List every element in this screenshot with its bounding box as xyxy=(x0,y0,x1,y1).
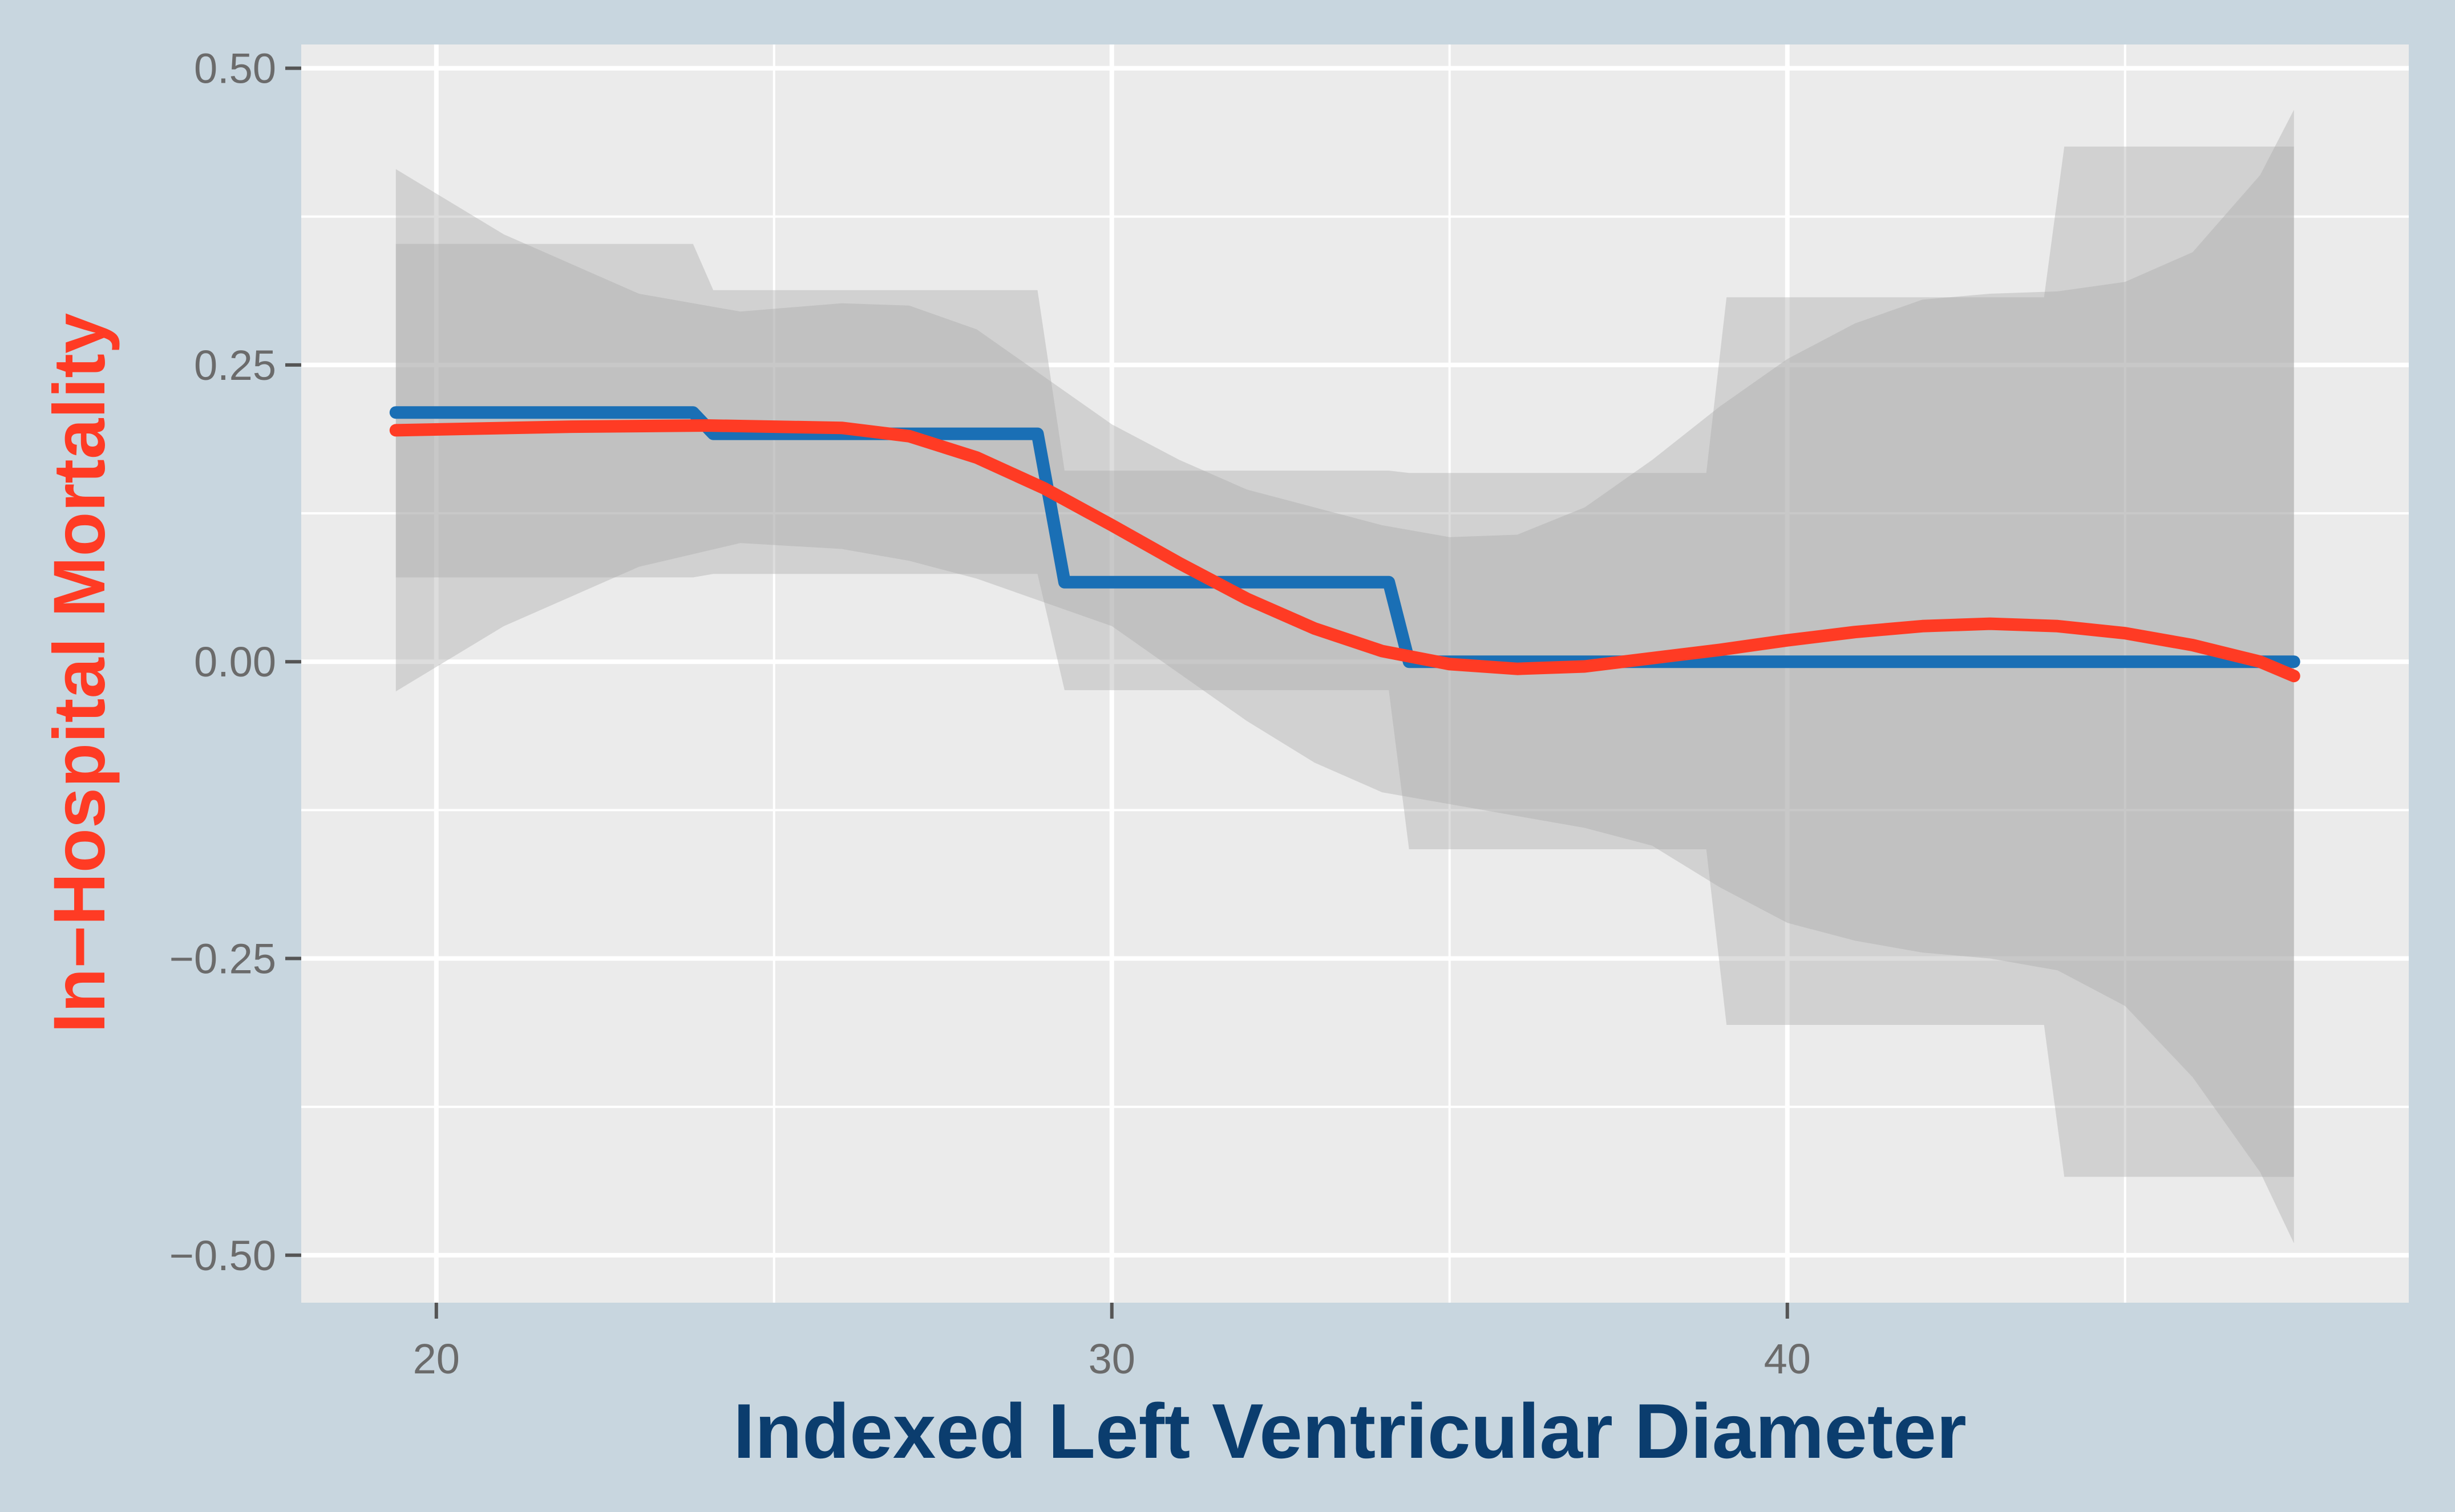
x-tick-label: 40 xyxy=(1764,1335,1811,1383)
x-tick-label: 30 xyxy=(1089,1335,1135,1383)
x-tick-label: 20 xyxy=(413,1335,460,1383)
smooth-confidence-ribbon xyxy=(395,110,2294,1243)
y-tick-label: 0.50 xyxy=(194,45,276,92)
y-tick-label: −0.25 xyxy=(169,935,276,982)
y-tick-label: 0.25 xyxy=(194,342,276,389)
y-axis-label: In−Hospital Mortality xyxy=(39,313,120,1033)
minor-grid xyxy=(301,44,2409,1303)
x-axis-label: Indexed Left Ventricular Diameter xyxy=(733,1388,1967,1474)
major-grid xyxy=(301,44,2409,1303)
confidence-ribbons xyxy=(395,110,2294,1243)
y-axis: 0.50 0.25 0.00 −0.25 −0.50 xyxy=(169,45,301,1279)
smooth-fit-line xyxy=(389,419,2300,683)
step-confidence-ribbon xyxy=(395,147,2294,1177)
y-tick-label: −0.50 xyxy=(169,1232,276,1279)
fit-lines xyxy=(389,406,2300,683)
y-tick-label: 0.00 xyxy=(194,638,276,686)
x-axis: 20 30 40 xyxy=(413,1303,1811,1383)
step-fit-line xyxy=(389,406,2300,668)
plot-panel xyxy=(301,44,2409,1303)
